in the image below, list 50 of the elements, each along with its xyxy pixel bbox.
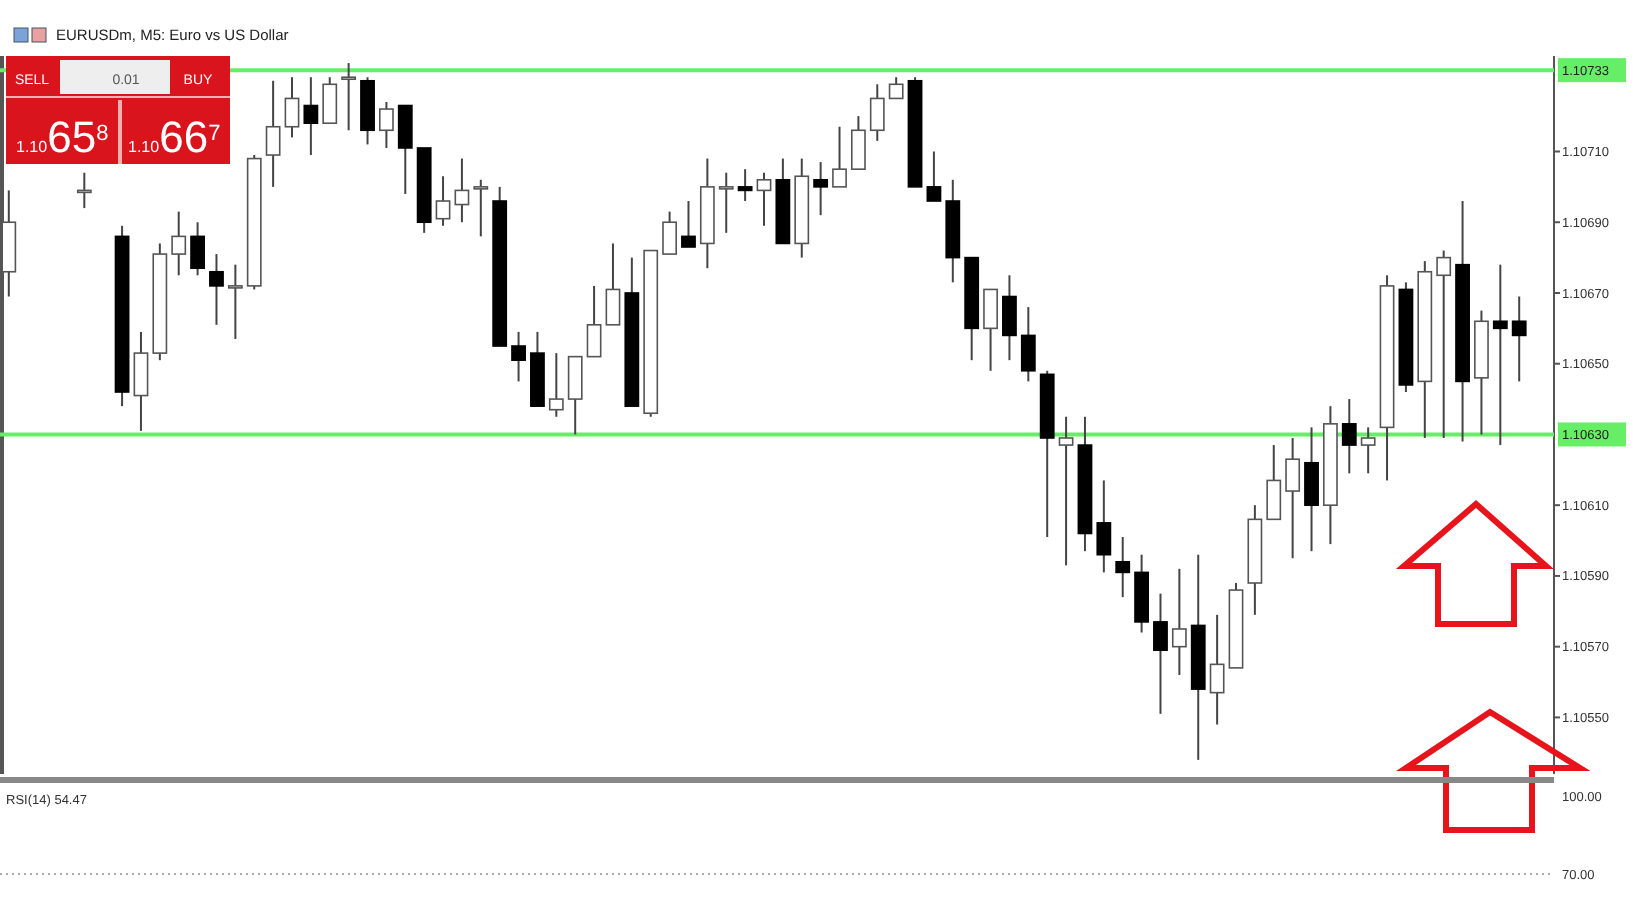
candlestick [1266, 444, 1282, 521]
candlestick [511, 330, 526, 383]
candlestick [567, 355, 583, 436]
annotation: 1.1066$^{7}$ [128, 112, 221, 162]
candlestick [586, 284, 602, 358]
candlestick [1020, 306, 1036, 383]
annotation: 1.1065$^{8}$ [16, 112, 109, 162]
candlestick [322, 76, 338, 125]
candlestick [1304, 426, 1319, 553]
candlestick [1209, 613, 1225, 726]
candlestick [756, 171, 772, 227]
candlestick [1115, 536, 1131, 599]
candlestick [397, 104, 413, 195]
candlestick [888, 76, 904, 100]
candlestick [435, 175, 451, 227]
candlestick [850, 115, 866, 171]
candlestick [1153, 592, 1168, 715]
candlestick [813, 161, 829, 217]
candlestick [473, 178, 489, 238]
candlestick [1285, 436, 1301, 560]
candlestick [171, 210, 187, 277]
candlestick [284, 76, 300, 139]
candlestick [548, 352, 564, 418]
candlestick [983, 288, 998, 372]
candlestick [869, 83, 885, 142]
candlestick [1436, 249, 1452, 439]
candlestick [1492, 263, 1508, 447]
candlestick [209, 253, 224, 326]
candlestick [737, 168, 753, 203]
candlestick [303, 76, 319, 157]
candlestick [1341, 398, 1357, 475]
candlestick [662, 210, 678, 256]
candlestick [378, 100, 394, 149]
candlestick [227, 263, 243, 340]
candlestick [926, 150, 942, 203]
candlestick [1360, 426, 1376, 475]
candlestick [832, 125, 847, 188]
candlestick [1002, 274, 1017, 362]
candlestick [265, 79, 281, 188]
candlestick [133, 330, 149, 432]
candlestick [1171, 567, 1187, 676]
candlestick [1058, 415, 1074, 567]
candlestick [1096, 479, 1112, 574]
candlestick [718, 171, 734, 234]
candlestick [341, 62, 357, 132]
candlestick [1511, 295, 1527, 383]
candlestick [605, 242, 621, 326]
candlestick [190, 221, 206, 277]
candlestick [454, 157, 470, 224]
candlestick [681, 200, 696, 248]
